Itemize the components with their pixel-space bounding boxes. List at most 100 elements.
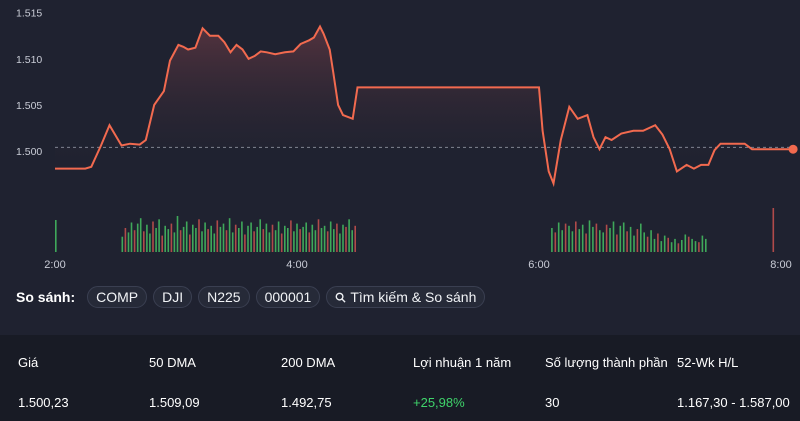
volume-bar	[691, 238, 693, 252]
volume-bar	[198, 219, 200, 252]
volume-bar	[599, 230, 601, 252]
volume-bar	[308, 232, 311, 252]
volume-bar	[317, 219, 320, 252]
volume-bar	[133, 230, 136, 252]
volume-bar	[299, 229, 301, 252]
compare-search-button[interactable]: Tìm kiếm & So sánh	[326, 286, 486, 308]
volume-bar	[578, 229, 581, 252]
last-price-dot	[788, 144, 798, 154]
y-tick-label: 1.505	[16, 100, 42, 112]
volume-bar	[225, 230, 228, 252]
volume-bar	[681, 240, 683, 252]
volume-bar	[667, 237, 669, 252]
volume-bar	[213, 233, 216, 252]
volume-bar	[588, 220, 591, 252]
volume-bar	[189, 234, 191, 252]
volume-bar	[320, 228, 323, 252]
volume-bar	[146, 224, 148, 252]
volume-bar	[605, 224, 608, 252]
stat-label-50dma: 50 DMA	[149, 355, 196, 370]
volume-bar	[314, 230, 317, 252]
price-chart[interactable]: 1.515 1.510 1.505 1.500 2:00 4:00 6:00 8:00	[0, 0, 800, 275]
x-tick-label: 6:00	[528, 259, 549, 271]
volume-bar	[284, 225, 286, 252]
volume-bar	[176, 216, 179, 252]
volume-bar	[149, 233, 151, 252]
chart-svg[interactable]: 1.515 1.510 1.505 1.500 2:00 4:00 6:00 8:00	[0, 0, 800, 275]
volume-bar	[701, 235, 704, 252]
volume-bar	[698, 242, 700, 252]
volume-bar	[772, 208, 775, 252]
volume-bar	[241, 221, 243, 252]
volume-bar	[705, 238, 707, 252]
volume-bar	[564, 223, 567, 252]
volume-bar	[216, 220, 219, 252]
volume-bar	[136, 223, 139, 252]
volume-bar	[155, 228, 157, 252]
volume-bar	[602, 232, 604, 252]
volume-bar	[626, 231, 628, 252]
volume-bar	[219, 226, 222, 252]
volume-bar	[354, 225, 356, 252]
volume-bar	[207, 229, 209, 252]
volume-bar	[259, 219, 261, 252]
volume-bar	[262, 229, 265, 252]
volume-bar	[290, 220, 292, 252]
stat-value-200dma: 1.492,75	[281, 395, 332, 410]
volume-bar	[653, 238, 656, 252]
volume-bar	[124, 228, 127, 252]
volume-bar	[296, 223, 298, 252]
volume-bar	[244, 234, 246, 252]
volume-bar	[619, 225, 622, 252]
volume-bar	[677, 243, 680, 252]
volume-bar	[253, 231, 255, 252]
volume-bar	[670, 242, 673, 252]
volume-bar	[554, 232, 557, 252]
volume-bar	[561, 230, 563, 252]
volume-bar	[55, 220, 57, 252]
volume-bar	[612, 221, 615, 252]
volume-bar	[121, 236, 124, 252]
volume-bar	[139, 218, 142, 252]
volume-bar	[351, 230, 353, 252]
volume-bar	[650, 230, 652, 252]
volume-bar	[280, 233, 283, 252]
volume-bar	[329, 221, 332, 252]
volume-bar	[305, 222, 307, 252]
volume-bar	[348, 219, 350, 252]
compare-chip-000001[interactable]: 000001	[255, 286, 321, 308]
compare-chip-n225[interactable]: N225	[198, 286, 250, 308]
volume-bar	[293, 231, 295, 252]
volume-bar	[663, 235, 666, 252]
volume-bar	[250, 222, 252, 252]
x-tick-label: 4:00	[286, 259, 307, 271]
y-tick-label: 1.500	[16, 146, 42, 158]
y-tick-label: 1.515	[16, 8, 42, 20]
volume-bar	[687, 236, 690, 252]
volume-bar	[302, 226, 304, 252]
volume-bar	[234, 224, 237, 252]
price-line	[55, 24, 794, 188]
volume-bar	[179, 230, 182, 252]
stat-value-price: 1.500,23	[18, 395, 69, 410]
volume-bar	[339, 233, 341, 252]
stat-value-components: 30	[545, 395, 560, 410]
volume-bar	[161, 235, 163, 252]
volume-bar	[130, 222, 133, 252]
volume-bar	[173, 232, 176, 252]
y-tick-label: 1.510	[16, 54, 42, 66]
volume-bar	[657, 233, 659, 252]
volume-bar	[622, 222, 625, 252]
volume-bar	[575, 221, 577, 252]
compare-chip-dji[interactable]: DJI	[153, 286, 193, 308]
compare-chip-comp[interactable]: COMP	[87, 286, 148, 308]
search-icon	[335, 292, 346, 303]
volume-bar	[287, 228, 289, 252]
volume-bar	[256, 226, 258, 252]
volume-bar	[247, 225, 249, 252]
stat-value-52wk: 1.167,30 - 1.587,00	[677, 395, 790, 410]
volume-bar	[581, 224, 584, 252]
x-tick-label: 2:00	[44, 259, 65, 271]
volume-bar	[342, 224, 344, 252]
stats-panel: Giá 1.500,23 50 DMA 1.509,09 200 DMA 1.4…	[0, 335, 800, 421]
